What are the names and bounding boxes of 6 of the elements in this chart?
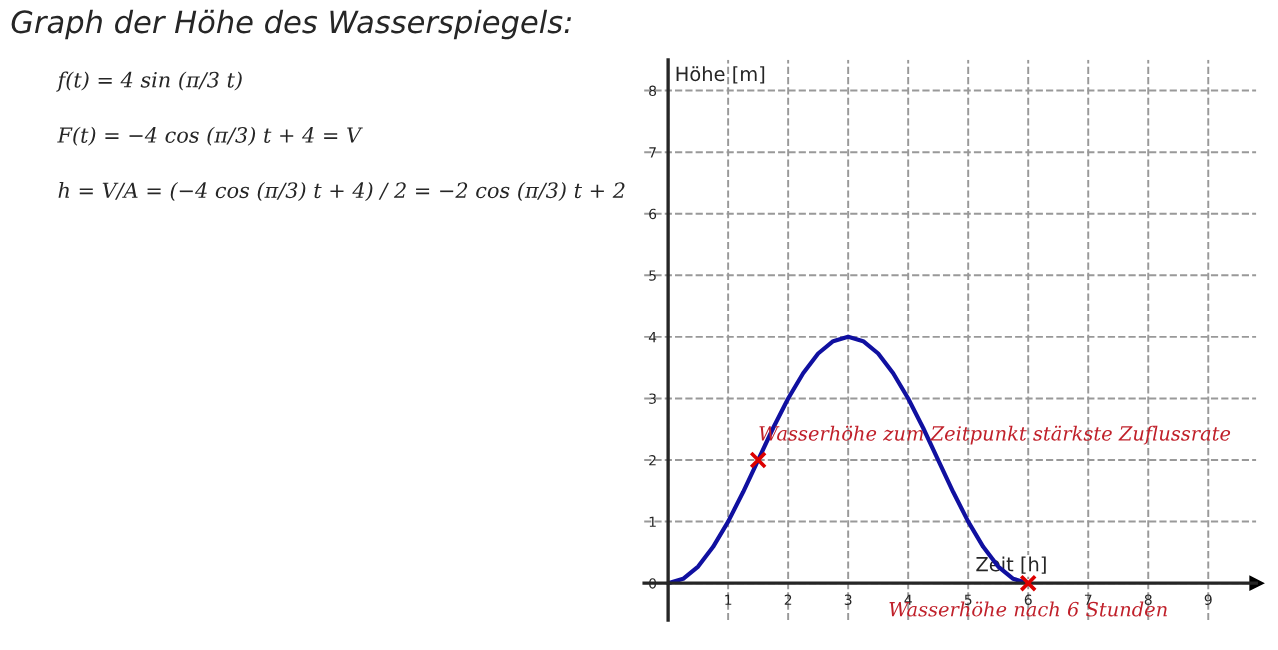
- text: f(t) = 4 sin (π/3 t): [56, 71, 242, 92]
- text: h = V/A = (−4 cos (π/3) t + 4) / 2 = −2 cos (π/3) t + 2: [58, 182, 625, 202]
- y-axis-title: Höhe [m]: [676, 66, 765, 84]
- annotation: Wasserhöhe nach 6 Stunden: [889, 601, 1167, 617]
- text: Graph der Höhe des Wasserspiegels:: [11, 9, 571, 40]
- text: F(t) = −4 cos (π/3) t + 4 = V: [57, 126, 363, 146]
